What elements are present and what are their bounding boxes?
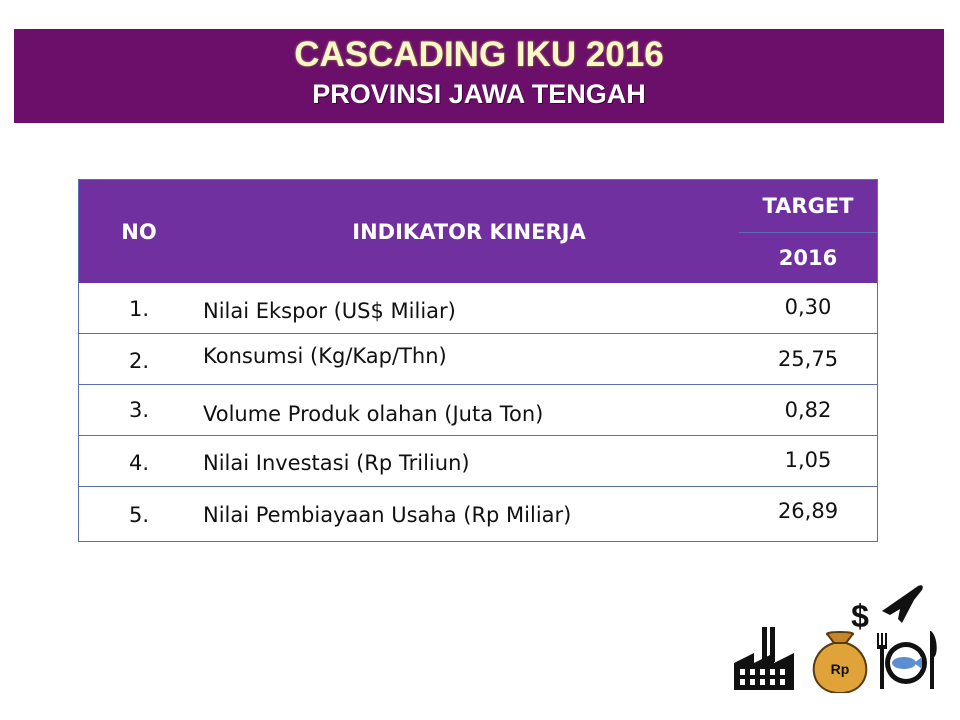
- row-number: 5.: [128, 503, 150, 527]
- row-number: 1.: [128, 297, 150, 321]
- column-header-indicator: INDIKATOR KINERJA: [352, 219, 586, 244]
- table-row: 3. Volume Produk olahan (Juta Ton) 0,82: [79, 385, 877, 436]
- row-target-value: 0,82: [784, 398, 832, 422]
- row-target-value: 1,05: [784, 448, 832, 472]
- airplane-icon: [882, 585, 923, 623]
- row-target-value: 26,89: [777, 499, 839, 523]
- table-row: 1. Nilai Ekspor (US$ Miliar) 0,30: [79, 283, 877, 334]
- table-header: NO INDIKATOR KINERJA TARGET 2016: [79, 180, 877, 283]
- row-indicator: Nilai Ekspor (US$ Miliar): [203, 299, 456, 323]
- table-row: 2. Konsumsi (Kg/Kap/Thn) 25,75: [79, 334, 877, 385]
- kpi-table: NO INDIKATOR KINERJA TARGET 2016 1. Nila…: [78, 179, 878, 542]
- row-target-value: 25,75: [777, 347, 839, 371]
- row-number: 2.: [128, 349, 150, 373]
- row-indicator: Volume Produk olahan (Juta Ton): [203, 402, 544, 426]
- row-number: 4.: [128, 451, 150, 475]
- row-indicator: Konsumsi (Kg/Kap/Thn): [203, 344, 447, 368]
- dollar-icon: $: [851, 598, 869, 634]
- money-bag-label: Rp: [831, 661, 850, 677]
- plate-fish-icon: [885, 642, 927, 684]
- title-banner: CASCADING IKU 2016 PROVINSI JAWA TENGAH: [14, 29, 944, 123]
- fork-icon: [877, 633, 887, 689]
- sector-icons: Rp $: [734, 585, 937, 693]
- factory-icon: [734, 627, 794, 690]
- row-number: 3.: [128, 398, 150, 422]
- row-indicator: Nilai Pembiayaan Usaha (Rp Miliar): [203, 503, 572, 527]
- table-row: 4. Nilai Investasi (Rp Triliun) 1,05: [79, 436, 877, 487]
- knife-icon: [930, 631, 937, 689]
- page-subtitle: PROVINSI JAWA TENGAH: [312, 79, 646, 109]
- table-row: 5. Nilai Pembiayaan Usaha (Rp Miliar) 26…: [79, 487, 877, 541]
- column-header-target: TARGET: [739, 180, 877, 233]
- row-target-value: 0,30: [784, 295, 832, 319]
- money-bag-icon: Rp: [812, 631, 868, 693]
- column-header-no: NO: [121, 219, 157, 244]
- column-header-year: 2016: [778, 246, 838, 270]
- row-indicator: Nilai Investasi (Rp Triliun): [203, 451, 470, 475]
- page-title: CASCADING IKU 2016: [294, 35, 664, 74]
